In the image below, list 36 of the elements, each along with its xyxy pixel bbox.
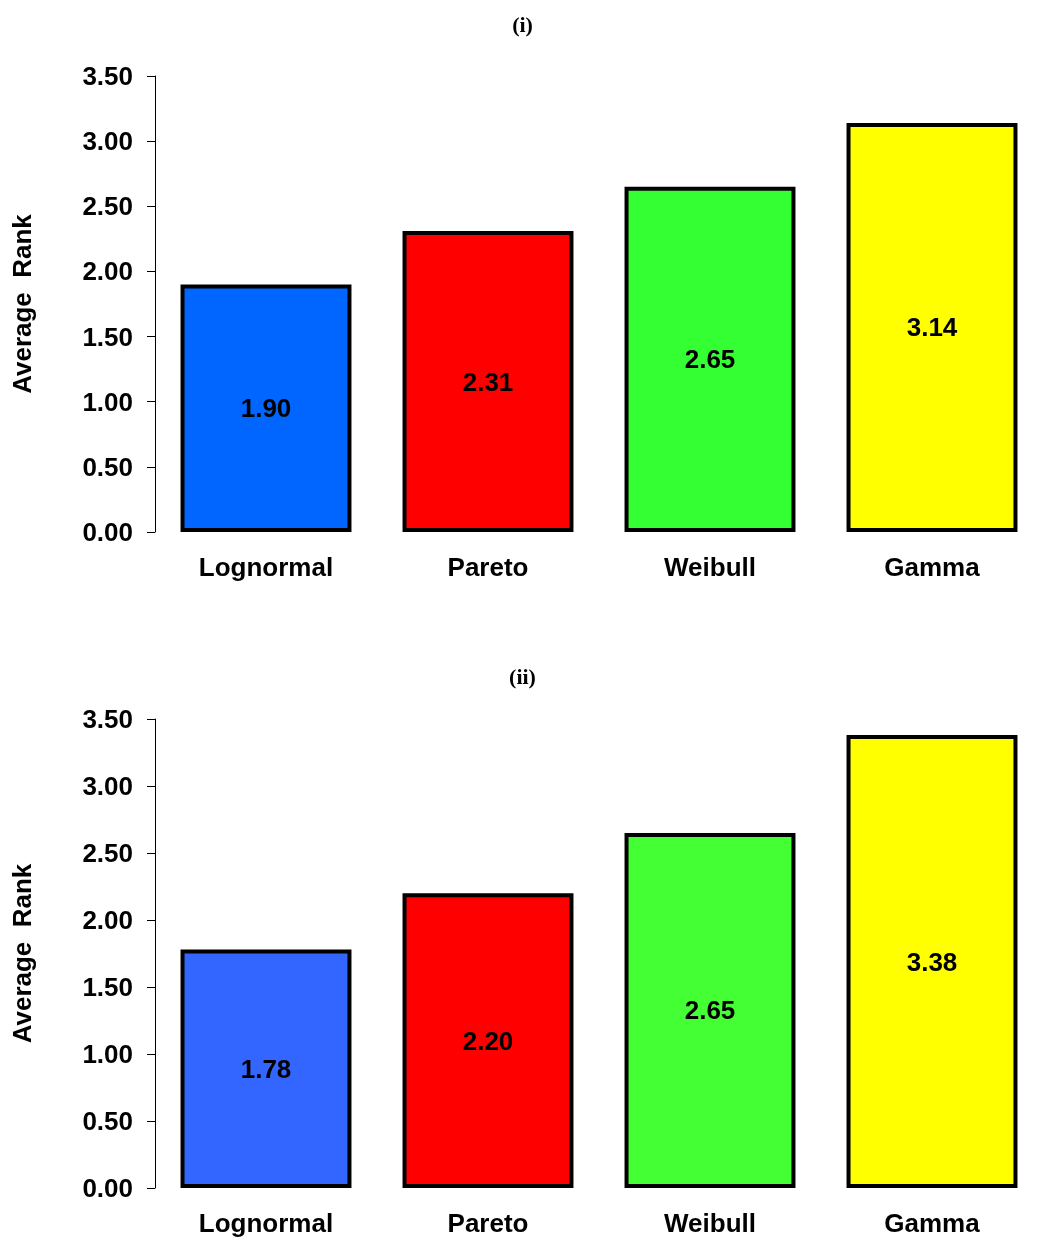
x-tick-label: Pareto (447, 552, 529, 582)
y-axis-title: Average Rank (7, 863, 37, 1044)
y-tick-label: 1.50 (82, 321, 133, 352)
y-tick-label: 3.00 (82, 126, 133, 157)
y-tick-label: 3.50 (82, 61, 133, 91)
y-tick-label: 2.00 (82, 256, 133, 287)
data-label: 2.20 (462, 1025, 514, 1056)
y-tick-label: 1.00 (82, 386, 133, 417)
y-tick-label: 2.50 (82, 191, 133, 222)
y-tick-label: 0.00 (82, 517, 133, 547)
y-axis-title: Average Rank (7, 213, 37, 394)
y-tick-label: 1.50 (82, 972, 133, 1002)
data-label: 2.65 (684, 995, 736, 1026)
data-label: 3.38 (906, 946, 958, 977)
x-tick-label: Weibull (664, 552, 756, 582)
y-tick-label: 0.00 (82, 1173, 133, 1203)
chart-title: (i) (512, 11, 533, 37)
x-tick-label: Gamma (884, 552, 981, 582)
y-tick-label: 1.00 (82, 1039, 133, 1069)
y-tick-label: 2.50 (82, 838, 133, 868)
y-tick-label: 0.50 (82, 1106, 133, 1136)
y-tick-label: 3.00 (82, 771, 133, 801)
data-label: 1.90 (240, 393, 292, 424)
x-tick-label: Pareto (447, 1208, 529, 1238)
y-tick-label: 2.00 (82, 905, 133, 935)
y-tick-label: 0.50 (82, 451, 133, 482)
x-tick-label: Lognormal (198, 552, 334, 582)
x-tick-label: Lognormal (198, 1208, 334, 1238)
data-label: 2.31 (462, 366, 514, 397)
data-label: 3.14 (906, 312, 958, 343)
data-label: 2.65 (684, 344, 736, 375)
y-tick-label: 3.50 (82, 704, 133, 734)
data-label: 1.78 (240, 1053, 292, 1084)
x-tick-label: Weibull (664, 1208, 756, 1238)
chart-title: (ii) (509, 663, 536, 689)
x-tick-label: Gamma (884, 1208, 981, 1238)
